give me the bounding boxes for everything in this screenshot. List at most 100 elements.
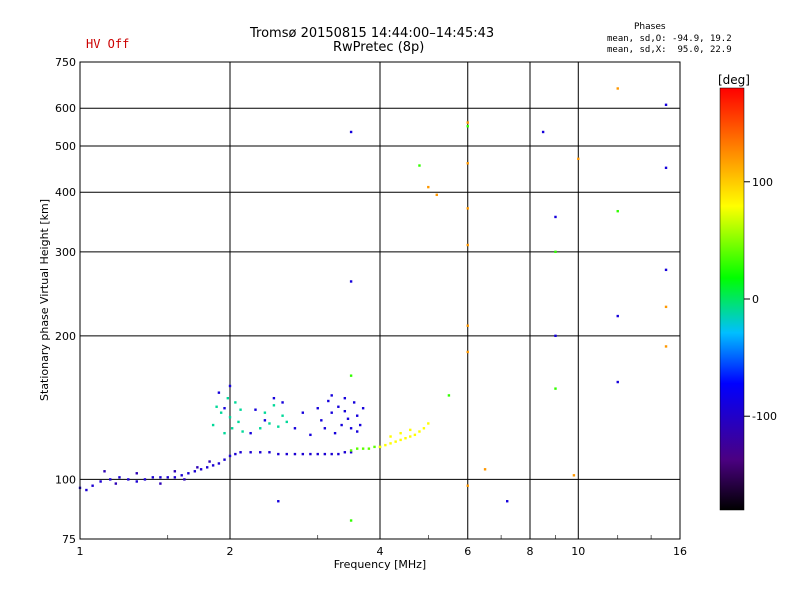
data-point [241, 430, 244, 433]
data-point [343, 396, 347, 400]
x-tick-label: 6 [464, 545, 471, 558]
data-point [616, 209, 619, 213]
data-point [323, 427, 327, 430]
data-point [151, 476, 155, 479]
status-label: HV Off [86, 37, 130, 51]
data-point [281, 401, 284, 404]
data-point [159, 476, 162, 479]
data-point [316, 407, 319, 410]
data-point [343, 409, 347, 413]
data-point [173, 470, 177, 473]
data-point [418, 430, 421, 433]
data-point [361, 447, 365, 450]
data-point [259, 451, 262, 454]
data-point [234, 401, 237, 404]
chart-subtitle: RwPretec (8p) [333, 40, 425, 55]
data-point [435, 193, 438, 197]
data-point [327, 399, 330, 403]
data-point [572, 474, 576, 477]
data-point [330, 411, 333, 414]
data-point [239, 451, 242, 454]
colorbar-ticks: 100 0 -100 [744, 176, 777, 423]
data-point [466, 484, 469, 487]
data-point [466, 121, 469, 124]
data-point [422, 427, 426, 430]
data-point [285, 452, 288, 456]
data-point [466, 207, 469, 210]
data-point [466, 162, 469, 165]
x-tick-label: 16 [673, 545, 687, 558]
data-point [268, 422, 271, 425]
data-point [409, 435, 412, 438]
data-point [223, 458, 226, 461]
data-point [211, 464, 215, 467]
data-point [337, 452, 340, 456]
data-point [349, 374, 353, 377]
data-point [183, 478, 186, 481]
data-point [254, 408, 257, 411]
data-point [99, 480, 102, 483]
data-point [577, 157, 580, 161]
data-point [427, 185, 430, 189]
data-point [358, 423, 362, 427]
colorbar-tick-label: 0 [752, 293, 759, 306]
data-point [230, 427, 234, 430]
data-point [664, 305, 668, 309]
data-point [373, 445, 376, 449]
data-point [664, 345, 668, 348]
data-point [277, 425, 280, 428]
data-point [293, 427, 297, 430]
data-point [187, 472, 190, 475]
data-point [466, 324, 469, 327]
data-point [343, 451, 347, 454]
y-axis-label: Stationary phase Virtual Height [km] [38, 199, 51, 401]
data-point [193, 470, 197, 473]
data-point [277, 452, 280, 456]
data-point [114, 482, 118, 485]
x-axis-label: Frequency [MHz] [334, 558, 426, 571]
data-point [249, 431, 252, 435]
data-point [378, 445, 382, 449]
data-point [554, 215, 557, 219]
data-point [349, 427, 353, 430]
data-point [664, 268, 668, 272]
data-point [272, 396, 276, 400]
data-points [78, 87, 668, 522]
x-tick-label: 10 [571, 545, 585, 558]
y-tick-label: 75 [62, 533, 76, 546]
data-point [91, 484, 94, 487]
data-point [466, 350, 469, 354]
data-point [226, 396, 230, 400]
data-point [109, 478, 112, 481]
data-point [272, 404, 276, 407]
data-point [616, 380, 619, 384]
colorbar [719, 87, 745, 511]
data-point [217, 391, 221, 394]
data-point [301, 452, 305, 456]
data-point [268, 451, 271, 454]
data-point [466, 243, 469, 247]
data-point [309, 433, 312, 437]
data-point [285, 420, 288, 424]
data-point [330, 452, 333, 456]
data-point [196, 466, 199, 469]
data-point [301, 411, 305, 414]
data-point [277, 500, 280, 503]
data-point [418, 164, 421, 167]
data-point [143, 478, 147, 481]
data-point [199, 468, 203, 471]
y-tick-label: 500 [55, 140, 76, 153]
phases-title: Phases [634, 22, 666, 32]
data-point [413, 433, 417, 437]
y-tick-label: 300 [55, 246, 76, 259]
grid [80, 62, 680, 539]
data-point [389, 435, 392, 438]
data-point [349, 130, 353, 134]
data-point [664, 103, 668, 107]
data-point [249, 451, 252, 454]
y-tick-label: 400 [55, 186, 76, 199]
data-point [323, 452, 327, 456]
data-point [127, 478, 130, 481]
data-point [103, 470, 106, 473]
